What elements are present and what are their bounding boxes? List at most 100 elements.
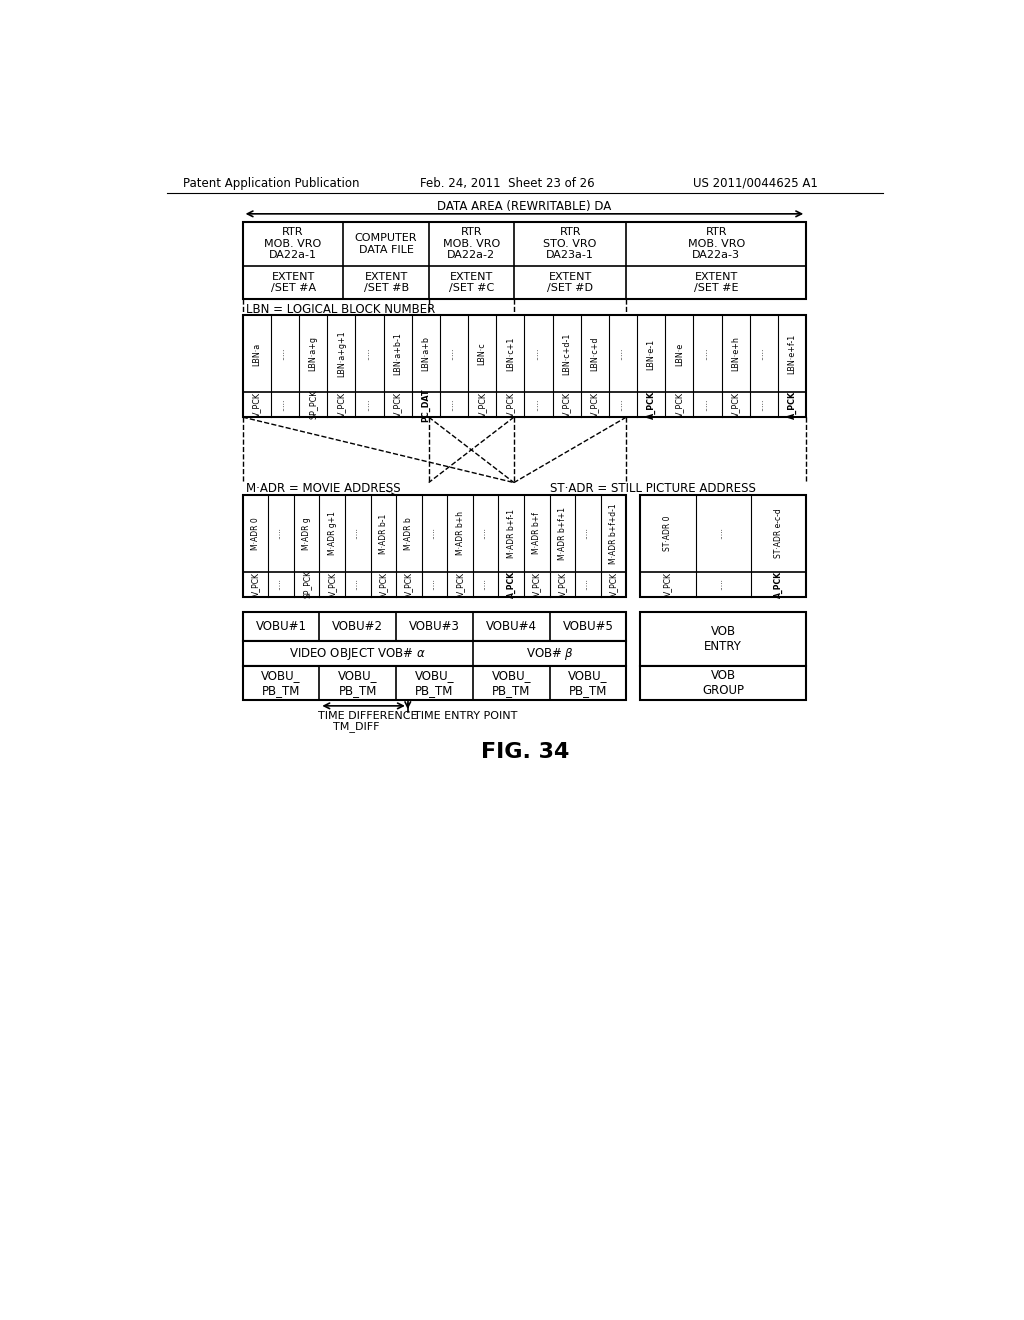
Text: TM_DIFF: TM_DIFF	[334, 721, 380, 733]
Text: ·····: ·····	[534, 347, 543, 360]
Text: ·····: ·····	[481, 578, 490, 590]
Text: LBN·c+d: LBN·c+d	[591, 337, 599, 371]
Text: ·····: ·····	[760, 347, 768, 360]
Text: ·····: ·····	[450, 399, 459, 411]
Text: VOB
ENTRY: VOB ENTRY	[705, 624, 742, 653]
Text: EXTENT
/SET #E: EXTENT /SET #E	[694, 272, 738, 293]
Text: EXTENT
/SET #C: EXTENT /SET #C	[449, 272, 494, 293]
Text: ·····: ·····	[719, 528, 728, 540]
Text: TIME DIFFERENCE: TIME DIFFERENCE	[317, 711, 418, 721]
Text: ·····: ·····	[584, 528, 593, 540]
Text: VOBU#5: VOBU#5	[562, 620, 613, 634]
Text: SP_PCK: SP_PCK	[308, 391, 317, 420]
Text: M·ADR g+1: M·ADR g+1	[328, 511, 337, 556]
Text: ·····: ·····	[365, 347, 374, 360]
Text: RTR
MOB. VRO
DA22a-2: RTR MOB. VRO DA22a-2	[442, 227, 500, 260]
Text: M·ADR 0: M·ADR 0	[251, 517, 260, 549]
Text: ·····: ·····	[703, 399, 712, 411]
Text: V_PCK: V_PCK	[506, 392, 515, 417]
Text: V_PCK: V_PCK	[558, 572, 567, 597]
Text: M·ADR b: M·ADR b	[404, 517, 414, 549]
Text: LBN·e: LBN·e	[675, 342, 684, 366]
Text: ST·ADR = STILL PICTURE ADDRESS: ST·ADR = STILL PICTURE ADDRESS	[550, 482, 757, 495]
Bar	[243, 665, 627, 701]
Text: ·····: ·····	[276, 528, 286, 540]
Text: LBN·c+1: LBN·c+1	[506, 337, 515, 371]
Text: ·····: ·····	[281, 347, 290, 360]
Text: EXTENT
/SET #D: EXTENT /SET #D	[547, 272, 593, 293]
Text: ·····: ·····	[534, 399, 543, 411]
Text: DATA AREA (REWRITABLE) DA: DATA AREA (REWRITABLE) DA	[437, 199, 611, 213]
Text: LBN·a+b: LBN·a+b	[421, 337, 430, 371]
Text: V_PCK: V_PCK	[609, 572, 618, 597]
Text: M·ADR b+h: M·ADR b+h	[456, 511, 465, 556]
Text: ·····: ·····	[430, 578, 439, 590]
Text: V_PCK: V_PCK	[379, 572, 388, 597]
Bar	[243, 315, 806, 417]
Text: RTR
MOB. VRO
DA22a-3: RTR MOB. VRO DA22a-3	[687, 227, 744, 260]
Text: V_PCK: V_PCK	[675, 392, 684, 417]
Text: US 2011/0044625 A1: US 2011/0044625 A1	[693, 177, 818, 190]
Text: M·ADR b-1: M·ADR b-1	[379, 513, 388, 553]
Text: A_PCK: A_PCK	[774, 570, 783, 598]
Text: V_PCK: V_PCK	[591, 392, 599, 417]
Text: M·ADR b+f+d-1: M·ADR b+f+d-1	[609, 503, 618, 564]
Text: Feb. 24, 2011  Sheet 23 of 26: Feb. 24, 2011 Sheet 23 of 26	[421, 177, 595, 190]
Text: M·ADR g: M·ADR g	[302, 517, 311, 549]
Text: VIDEO OBJECT VOB# $\alpha$: VIDEO OBJECT VOB# $\alpha$	[290, 645, 426, 661]
Text: LBN·c+d-1: LBN·c+d-1	[562, 333, 571, 375]
Text: Patent Application Publication: Patent Application Publication	[183, 177, 359, 190]
Bar	[243, 222, 806, 298]
Text: FIG. 34: FIG. 34	[480, 742, 569, 762]
Text: ·····: ·····	[353, 578, 362, 590]
Text: ·····: ·····	[450, 347, 459, 360]
Text: VOBU_
PB_TM: VOBU_ PB_TM	[261, 669, 301, 697]
Text: LBN·e+h: LBN·e+h	[731, 337, 740, 371]
Text: LBN·e+f-1: LBN·e+f-1	[787, 334, 797, 374]
Bar	[640, 612, 806, 665]
Text: ·····: ·····	[760, 399, 768, 411]
Text: TIME ENTRY POINT: TIME ENTRY POINT	[414, 711, 517, 721]
Text: ·····: ·····	[719, 578, 728, 590]
Bar	[243, 495, 627, 597]
Text: V_PCK: V_PCK	[731, 392, 740, 417]
Text: A_PCK: A_PCK	[646, 391, 655, 418]
Text: V_PCK: V_PCK	[532, 572, 542, 597]
Text: RTR
MOB. VRO
DA22a-1: RTR MOB. VRO DA22a-1	[264, 227, 322, 260]
Bar	[243, 642, 627, 665]
Text: ·····: ·····	[618, 347, 628, 360]
Text: LBN·a: LBN·a	[252, 342, 261, 366]
Text: ·····: ·····	[276, 578, 286, 590]
Text: LBN·a+g: LBN·a+g	[308, 337, 317, 371]
Text: ·····: ·····	[584, 578, 593, 590]
Bar	[640, 495, 806, 597]
Text: M·ADR b+f-1: M·ADR b+f-1	[507, 510, 516, 558]
Text: RTR
STO. VRO
DA23a-1: RTR STO. VRO DA23a-1	[544, 227, 597, 260]
Text: M·ADR b+f+1: M·ADR b+f+1	[558, 507, 567, 560]
Text: VOBU_
PB_TM: VOBU_ PB_TM	[415, 669, 455, 697]
Text: VOBU_
PB_TM: VOBU_ PB_TM	[568, 669, 607, 697]
Text: VOBU#1: VOBU#1	[256, 620, 306, 634]
Text: VOB# $\beta$: VOB# $\beta$	[525, 645, 573, 661]
Text: V_PCK: V_PCK	[456, 572, 465, 597]
Text: PC_DAT: PC_DAT	[421, 388, 430, 421]
Text: ST·ADR 0: ST·ADR 0	[664, 516, 673, 552]
Text: SP_PCK: SP_PCK	[302, 570, 311, 598]
Text: V_PCK: V_PCK	[251, 572, 260, 597]
Text: VOBU_
PB_TM: VOBU_ PB_TM	[492, 669, 531, 697]
Text: V_PCK: V_PCK	[252, 392, 261, 417]
Text: V_PCK: V_PCK	[562, 392, 571, 417]
Text: A_PCK: A_PCK	[787, 391, 797, 418]
Text: VOBU#3: VOBU#3	[409, 620, 460, 634]
Text: ·····: ·····	[430, 528, 439, 540]
Bar	[640, 665, 806, 701]
Text: EXTENT
/SET #A: EXTENT /SET #A	[270, 272, 315, 293]
Text: ·····: ·····	[703, 347, 712, 360]
Bar	[243, 612, 627, 642]
Text: VOBU_
PB_TM: VOBU_ PB_TM	[338, 669, 378, 697]
Text: M·ADR b+f: M·ADR b+f	[532, 512, 542, 554]
Text: V_PCK: V_PCK	[393, 392, 402, 417]
Text: V_PCK: V_PCK	[477, 392, 486, 417]
Text: VOBU#4: VOBU#4	[485, 620, 537, 634]
Text: V_PCK: V_PCK	[404, 572, 414, 597]
